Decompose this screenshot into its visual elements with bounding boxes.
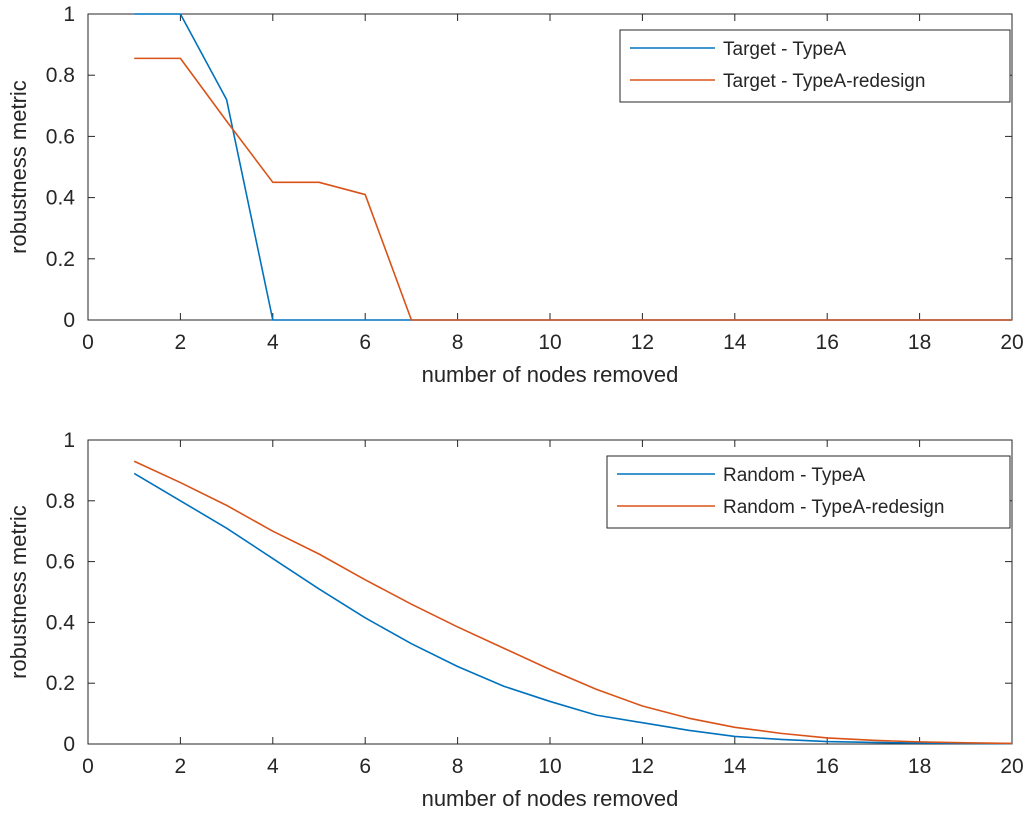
legend-label-2: Target - TypeA-redesign	[723, 71, 925, 92]
y-tick-label: 0.4	[46, 187, 76, 210]
legend-box	[619, 29, 1011, 103]
series-line-1	[133, 472, 1013, 745]
y-tick-label: 0	[63, 309, 75, 332]
y-tick-label: 0.8	[46, 64, 75, 87]
y-axis-label: robustness metric	[6, 80, 31, 254]
x-tick-label: 14	[723, 755, 747, 778]
x-tick-label: 2	[175, 755, 187, 778]
x-tick-label: 0	[82, 331, 94, 354]
x-tick-label: 6	[359, 755, 371, 778]
x-tick-label: 8	[452, 755, 464, 778]
x-tick-label: 10	[538, 331, 561, 354]
x-tick-label: 14	[723, 331, 747, 354]
y-tick-label: 1	[63, 3, 75, 26]
legend-box	[606, 455, 1011, 529]
legend: Target - TypeA Target - TypeA-redesign	[619, 29, 1011, 103]
x-axis-label: number of nodes removed	[422, 786, 679, 811]
x-tick-label: 8	[452, 331, 464, 354]
x-tick-label: 16	[816, 755, 839, 778]
legend-label-1: Target - TypeA	[723, 39, 847, 60]
x-tick-label: 6	[359, 331, 371, 354]
y-tick-label: 0.6	[46, 551, 75, 574]
legend: Random - TypeA Random - TypeA-redesign	[606, 455, 1011, 529]
y-tick-label: 1	[63, 429, 75, 452]
x-tick-label: 4	[267, 755, 279, 778]
x-tick-label: 10	[538, 755, 561, 778]
x-tick-label: 0	[82, 755, 94, 778]
legend-label-1: Random - TypeA	[723, 465, 866, 486]
x-tick-label: 12	[631, 755, 654, 778]
chart-panel-1: 0 2 4 6 8 10 12 14 16 18 20 0 0.2 0.4 0.6 0.8 1 number of…	[6, 3, 1024, 387]
x-tick-label: 20	[1000, 331, 1023, 354]
series-line-2	[134, 57, 1012, 321]
y-tick-label: 0.2	[46, 248, 75, 271]
legend-label-2: Random - TypeA-redesign	[723, 497, 944, 518]
y-tick-label: 0	[63, 733, 75, 756]
x-tick-label: 20	[1000, 755, 1023, 778]
y-tick-label: 0.6	[46, 125, 75, 148]
x-tick-label: 16	[816, 331, 839, 354]
x-tick-label: 12	[631, 331, 654, 354]
chart-panel-2: 0 2 4 6 8 10 12 14 16 18 20 0 0.2 0.4 0.6 0.8 1 number of…	[6, 429, 1024, 811]
y-tick-label: 0.4	[46, 611, 76, 634]
y-axis-label: robustness metric	[6, 505, 31, 679]
series-line-2	[133, 460, 1013, 745]
x-tick-label: 4	[267, 331, 279, 354]
y-tick-label: 0.8	[46, 490, 75, 513]
x-tick-label: 18	[908, 331, 931, 354]
x-tick-label: 2	[175, 331, 187, 354]
x-axis-label: number of nodes removed	[422, 362, 679, 387]
x-tick-label: 18	[908, 755, 931, 778]
y-tick-label: 0.2	[46, 672, 75, 695]
